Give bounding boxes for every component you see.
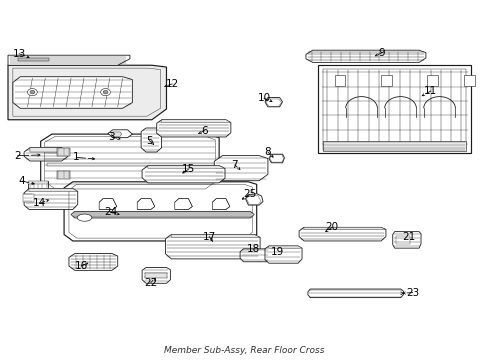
Text: 10: 10 bbox=[257, 93, 270, 103]
Text: 23: 23 bbox=[405, 288, 419, 298]
Text: 20: 20 bbox=[325, 222, 338, 232]
Bar bbox=[57, 148, 70, 156]
Polygon shape bbox=[142, 267, 170, 283]
Text: 11: 11 bbox=[423, 86, 436, 96]
Polygon shape bbox=[245, 194, 263, 205]
Polygon shape bbox=[29, 189, 78, 192]
Text: 6: 6 bbox=[201, 126, 207, 135]
Polygon shape bbox=[108, 130, 132, 138]
Text: 13: 13 bbox=[13, 49, 26, 59]
Text: 4: 4 bbox=[19, 176, 25, 186]
Bar bbox=[322, 141, 466, 151]
Polygon shape bbox=[27, 181, 48, 184]
Polygon shape bbox=[141, 128, 161, 152]
Bar bbox=[334, 75, 345, 86]
Polygon shape bbox=[264, 98, 282, 107]
Text: 7: 7 bbox=[231, 160, 238, 170]
Polygon shape bbox=[69, 253, 118, 270]
Polygon shape bbox=[142, 166, 224, 183]
Polygon shape bbox=[18, 58, 49, 61]
Polygon shape bbox=[111, 132, 122, 136]
Bar bbox=[380, 75, 391, 86]
Text: 21: 21 bbox=[402, 232, 415, 242]
Polygon shape bbox=[41, 134, 219, 192]
Polygon shape bbox=[304, 227, 385, 229]
Polygon shape bbox=[145, 273, 167, 278]
Text: 9: 9 bbox=[378, 48, 385, 58]
Polygon shape bbox=[212, 199, 229, 210]
Text: 12: 12 bbox=[165, 79, 179, 89]
Polygon shape bbox=[71, 212, 254, 218]
Text: 5: 5 bbox=[146, 136, 152, 145]
Polygon shape bbox=[99, 199, 117, 210]
Text: 22: 22 bbox=[144, 278, 157, 288]
Text: 3: 3 bbox=[108, 132, 115, 142]
Circle shape bbox=[30, 90, 35, 94]
Polygon shape bbox=[30, 148, 68, 152]
Text: 17: 17 bbox=[203, 232, 216, 242]
Text: 25: 25 bbox=[242, 189, 256, 199]
Circle shape bbox=[27, 89, 37, 96]
Text: 15: 15 bbox=[182, 164, 195, 174]
Circle shape bbox=[101, 89, 110, 96]
Text: 19: 19 bbox=[270, 247, 284, 257]
Polygon shape bbox=[8, 55, 130, 65]
Polygon shape bbox=[214, 156, 267, 181]
Text: 16: 16 bbox=[74, 261, 87, 271]
Text: Member Sub-Assy, Rear Floor Cross: Member Sub-Assy, Rear Floor Cross bbox=[164, 346, 324, 355]
Polygon shape bbox=[27, 181, 48, 189]
Bar bbox=[57, 171, 70, 179]
Polygon shape bbox=[161, 120, 230, 123]
Polygon shape bbox=[174, 199, 192, 210]
Polygon shape bbox=[264, 246, 302, 263]
Bar bbox=[427, 75, 437, 86]
Polygon shape bbox=[22, 194, 34, 202]
Polygon shape bbox=[24, 189, 78, 210]
Polygon shape bbox=[8, 65, 166, 120]
Text: 18: 18 bbox=[246, 244, 259, 254]
Text: 24: 24 bbox=[103, 207, 117, 217]
Polygon shape bbox=[392, 231, 420, 248]
Polygon shape bbox=[268, 154, 284, 163]
Text: 8: 8 bbox=[264, 147, 271, 157]
Text: 1: 1 bbox=[73, 152, 80, 162]
Polygon shape bbox=[268, 246, 302, 248]
Polygon shape bbox=[165, 234, 260, 259]
Polygon shape bbox=[137, 199, 155, 210]
Polygon shape bbox=[24, 148, 68, 161]
Text: 14: 14 bbox=[33, 198, 46, 208]
Text: 2: 2 bbox=[15, 150, 21, 161]
Polygon shape bbox=[157, 120, 230, 137]
Polygon shape bbox=[64, 182, 256, 241]
Polygon shape bbox=[148, 166, 224, 168]
Polygon shape bbox=[171, 234, 260, 237]
Bar bbox=[463, 75, 474, 86]
Polygon shape bbox=[299, 227, 385, 241]
Polygon shape bbox=[305, 50, 425, 62]
Polygon shape bbox=[307, 289, 403, 298]
Polygon shape bbox=[240, 249, 269, 262]
Polygon shape bbox=[13, 77, 132, 108]
Ellipse shape bbox=[77, 214, 92, 221]
Polygon shape bbox=[47, 163, 214, 166]
Circle shape bbox=[103, 90, 108, 94]
Polygon shape bbox=[317, 65, 470, 153]
